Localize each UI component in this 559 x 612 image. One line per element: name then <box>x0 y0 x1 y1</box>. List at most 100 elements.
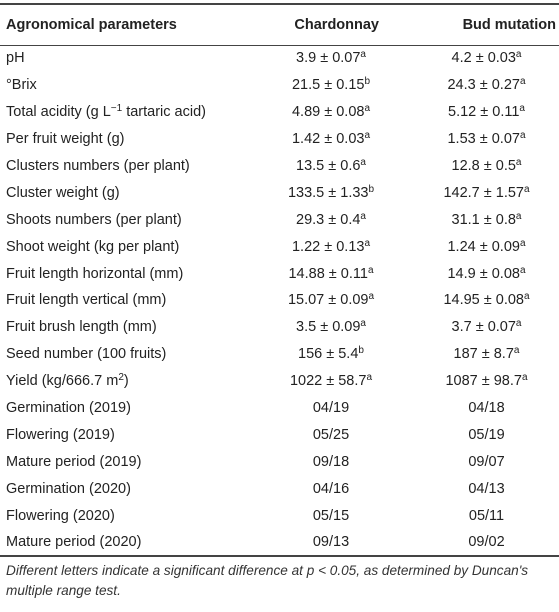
significance-letter: a <box>360 210 366 222</box>
chardonnay-value-cell: 15.07 ± 0.09a <box>248 287 414 314</box>
significance-letter: a <box>519 130 526 142</box>
parameter-label: °Brix <box>6 77 37 94</box>
table-row: Fruit length vertical (mm) 15.07 ± 0.09a 1… <box>0 287 559 314</box>
parameter-superscript: 2 <box>118 372 124 384</box>
parameter-cell: Flowering (2020) <box>0 502 248 529</box>
value-text: 4.2 ± 0.03 <box>451 50 516 67</box>
significance-letter: a <box>515 210 522 222</box>
bud-mutation-value-cell: 05/11 <box>414 502 559 529</box>
value-text: 15.07 ± 0.09 <box>287 292 369 309</box>
parameter-cell: Total acidity (g L−1 tartaric acid) <box>0 99 248 126</box>
bud-mutation-value-cell: 24.3 ± 0.27a <box>414 72 559 99</box>
value-text: 21.5 ± 0.15 <box>291 77 365 94</box>
parameter-cell: Mature period (2019) <box>0 448 248 475</box>
table-row: Mature period (2020) 09/13 09/02 <box>0 529 559 556</box>
column-header-bud-mutation: Bud mutation <box>462 17 556 33</box>
parameter-label: Seed number (100 fruits) <box>6 346 167 363</box>
table-footnote: Different letters indicate a significant… <box>6 563 529 598</box>
bud-mutation-value-cell: 187 ± 8.7a <box>414 341 559 368</box>
chardonnay-value-cell: 1.42 ± 0.03a <box>248 126 414 153</box>
table-row: °Brix 21.5 ± 0.15b 24.3 ± 0.27a <box>0 72 559 99</box>
bud-mutation-value-cell: 5.12 ± 0.11a <box>414 99 559 126</box>
agronomical-table: Agronomical parameters Chardonnay Bud mu… <box>0 5 559 556</box>
table-row: pH 3.9 ± 0.07a 4.2 ± 0.03a <box>0 45 559 72</box>
chardonnay-value-cell: 156 ± 5.4b <box>248 341 414 368</box>
table-row: Cluster weight (g) 133.5 ± 1.33b 142.7 ± 1… <box>0 179 559 206</box>
table-row: Fruit brush length (mm) 3.5 ± 0.09a 3.7 ± … <box>0 314 559 341</box>
bud-mutation-value-cell: 05/19 <box>414 421 559 448</box>
value-text: 3.5 ± 0.09 <box>296 319 361 336</box>
table-row: Clusters numbers (per plant) 13.5 ± 0.6a 1… <box>0 153 559 180</box>
parameter-cell: Fruit length horizontal (mm) <box>0 260 248 287</box>
value-text: 13.5 ± 0.6 <box>296 158 361 174</box>
significance-letter: a <box>368 291 375 303</box>
table-row: Shoot weight (kg per plant) 1.22 ± 0.13a 1… <box>0 233 559 260</box>
parameter-cell: pH <box>0 45 248 72</box>
value-text: 1022 ± 58.7 <box>289 373 367 390</box>
value-text: 142.7 ± 1.57 <box>443 184 524 201</box>
parameter-cell: Mature period (2020) <box>0 529 248 556</box>
significance-letter: a <box>360 49 366 61</box>
chardonnay-value-cell: 1022 ± 58.7a <box>248 368 414 395</box>
parameter-cell: Fruit length vertical (mm) <box>0 287 248 314</box>
parameter-label: Mature period (2019) <box>6 453 142 470</box>
chardonnay-value-cell: 1.22 ± 0.13a <box>248 233 414 260</box>
parameter-label: pH <box>6 50 25 67</box>
bud-mutation-value-cell: 1.53 ± 0.07a <box>414 126 559 153</box>
parameter-cell: Clusters numbers (per plant) <box>0 153 248 180</box>
parameter-cell: Germination (2020) <box>0 475 248 502</box>
significance-letter: a <box>521 372 528 384</box>
significance-letter: a <box>513 345 520 357</box>
bud-mutation-value-cell: 3.7 ± 0.07a <box>414 314 559 341</box>
significance-letter: a <box>360 318 366 330</box>
significance-letter: a <box>360 157 366 168</box>
value-text: 05/19 <box>468 426 505 443</box>
parameter-label: Shoots numbers (per plant) <box>6 211 182 228</box>
table-row: Mature period (2019) 09/18 09/07 <box>0 448 559 475</box>
value-text: 156 ± 5.4 <box>298 346 359 363</box>
significance-letter: a <box>515 318 522 330</box>
chardonnay-value-cell: 09/13 <box>248 529 414 556</box>
header-row: Agronomical parameters Chardonnay Bud mu… <box>0 5 559 45</box>
table-row: Fruit length horizontal (mm) 14.88 ± 0.11… <box>0 260 559 287</box>
parameter-label: Fruit length vertical (mm) <box>6 292 167 309</box>
value-text: 05/25 <box>312 426 350 443</box>
parameter-label: Total acidity (g L <box>6 104 111 121</box>
value-text: 4.89 ± 0.08 <box>291 104 365 121</box>
chardonnay-value-cell: 05/15 <box>248 502 414 529</box>
significance-letter: a <box>519 76 526 88</box>
value-text: 12.8 ± 0.5 <box>451 158 516 174</box>
parameter-cell: Cluster weight (g) <box>0 179 248 206</box>
value-text: 187 ± 8.7 <box>453 346 514 363</box>
parameter-label-suffix: ) <box>123 373 129 390</box>
bud-mutation-value-cell: 04/18 <box>414 395 559 422</box>
parameter-cell: Seed number (100 fruits) <box>0 341 248 368</box>
significance-letter: b <box>358 345 364 357</box>
parameter-label: Cluster weight (g) <box>6 184 120 201</box>
chardonnay-value-cell: 29.3 ± 0.4a <box>248 206 414 233</box>
table-row: Flowering (2019) 05/25 05/19 <box>0 421 559 448</box>
bud-mutation-value-cell: 1087 ± 98.7a <box>414 368 559 395</box>
significance-letter: a <box>523 183 530 195</box>
significance-letter: a <box>364 237 371 249</box>
parameter-label-suffix: tartaric acid) <box>122 104 206 121</box>
parameter-label: Mature period (2020) <box>6 534 142 551</box>
chardonnay-value-cell: 21.5 ± 0.15b <box>248 72 414 99</box>
value-text: 1.22 ± 0.13 <box>291 238 365 255</box>
value-text: 04/18 <box>468 400 505 417</box>
parameter-cell: Flowering (2019) <box>0 421 248 448</box>
table-row: Germination (2020) 04/16 04/13 <box>0 475 559 502</box>
parameter-cell: °Brix <box>0 72 248 99</box>
table-row: Seed number (100 fruits) 156 ± 5.4b 187 ± … <box>0 341 559 368</box>
parameter-cell: Fruit brush length (mm) <box>0 314 248 341</box>
significance-letter: a <box>523 291 530 303</box>
value-text: 09/02 <box>468 534 505 551</box>
parameter-label: Yield (kg/666.7 m <box>6 373 119 390</box>
significance-letter: a <box>519 264 526 276</box>
bud-mutation-value-cell: 142.7 ± 1.57a <box>414 179 559 206</box>
value-text: 3.7 ± 0.07 <box>451 319 516 336</box>
value-text: 14.95 ± 0.08 <box>443 292 524 309</box>
table-row: Germination (2019) 04/19 04/18 <box>0 395 559 422</box>
chardonnay-value-cell: 04/16 <box>248 475 414 502</box>
significance-letter: a <box>366 372 373 384</box>
